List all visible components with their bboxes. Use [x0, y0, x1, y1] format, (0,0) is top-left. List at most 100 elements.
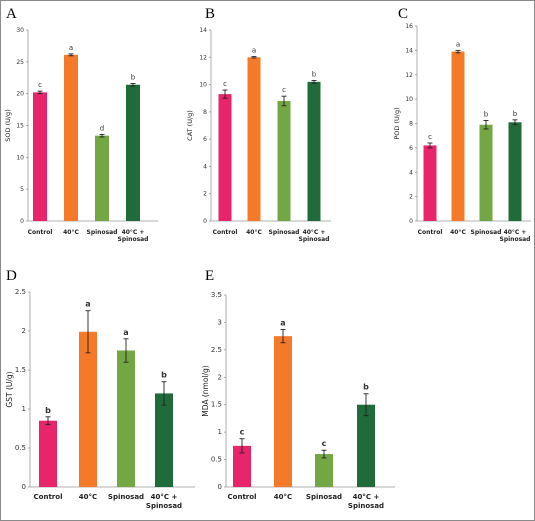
y-tick-label: 12	[199, 54, 207, 61]
y-tick-label: 10	[405, 96, 413, 103]
y-tick-label: 6	[409, 145, 413, 152]
bar-A-1	[33, 92, 47, 221]
y-tick-label: 1.5	[15, 366, 26, 374]
x-tick-label: Spinosad	[471, 229, 502, 236]
y-tick-label: 3.5	[211, 291, 222, 299]
y-tick-label: 12	[405, 72, 413, 79]
y-tick-label: 15	[16, 123, 24, 130]
panel-letter-C: C	[398, 6, 408, 22]
y-tick-label: 0	[20, 218, 24, 225]
bar-B-4	[307, 81, 321, 221]
significance-letter: b	[513, 110, 518, 118]
x-tick-label: Spinosad	[108, 493, 144, 501]
x-tick-label: 40°C	[63, 229, 79, 236]
y-tick-label: 4	[203, 163, 207, 170]
y-tick-label: 5	[20, 186, 24, 193]
significance-letter: b	[484, 110, 489, 118]
x-tick-label: Control	[213, 229, 238, 236]
x-tick-label: 40°C +	[122, 229, 145, 236]
y-tick-label: 25	[16, 59, 24, 66]
bar-A-3	[95, 135, 109, 221]
y-tick-label: 10	[199, 82, 207, 89]
x-tick-label: 40°C +	[151, 493, 178, 501]
x-tick-label: Spinosad	[87, 229, 118, 236]
bar-E-2	[274, 336, 292, 487]
panel-letter-A: A	[6, 6, 17, 22]
y-tick-label: 2	[218, 373, 222, 381]
bar-C-3	[479, 124, 493, 221]
y-axis-label: SOD (U/g)	[4, 109, 12, 141]
significance-letter: c	[240, 428, 245, 437]
y-tick-label: 14	[199, 27, 207, 34]
y-tick-label: 0	[22, 483, 26, 491]
y-tick-label: 2	[22, 327, 26, 335]
significance-letter: a	[85, 300, 90, 309]
y-tick-label: 3	[218, 318, 222, 326]
x-tick-label: 40°C	[79, 493, 97, 501]
y-tick-label: 16	[405, 23, 413, 30]
bar-D-4	[155, 393, 173, 487]
x-tick-label: 40°C	[246, 229, 262, 236]
y-axis-label: MDA (nmol/g)	[201, 365, 210, 417]
bar-D-1	[39, 420, 57, 487]
panel-letter-D: D	[6, 268, 17, 284]
y-axis-label: CAT (U/g)	[186, 110, 194, 141]
y-tick-label: 8	[409, 121, 413, 128]
significance-letter: d	[100, 124, 104, 132]
significance-letter: b	[161, 371, 167, 380]
bar-D-3	[117, 350, 135, 487]
bar-C-1	[423, 145, 437, 221]
y-tick-label: 2	[203, 191, 207, 198]
bar-C-2	[451, 51, 465, 221]
y-tick-label: 2.5	[15, 288, 26, 296]
y-tick-label: 30	[16, 27, 24, 34]
bar-C-4	[508, 122, 522, 221]
panel-letter-E: E	[205, 268, 214, 284]
y-tick-label: 1	[218, 428, 222, 436]
y-tick-label: 10	[16, 154, 24, 161]
significance-letter: a	[252, 47, 256, 55]
bar-E-1	[233, 445, 251, 487]
significance-letter: c	[428, 133, 432, 141]
y-tick-label: 0.5	[211, 456, 222, 464]
bar-B-1	[218, 94, 232, 221]
bar-E-3	[315, 454, 333, 487]
y-tick-label: 1.5	[211, 401, 222, 409]
y-tick-label: 14	[405, 47, 413, 54]
x-tick-label: 40°C +	[504, 229, 527, 236]
significance-letter: b	[363, 383, 369, 392]
y-tick-label: 2.5	[211, 346, 222, 354]
x-tick-label-line2: Spinosad	[500, 236, 531, 243]
y-tick-label: 20	[16, 91, 24, 98]
significance-letter: c	[223, 80, 227, 88]
x-tick-label-line2: Spinosad	[118, 236, 149, 243]
x-tick-label-line2: Spinosad	[146, 502, 182, 510]
bar-D-2	[79, 331, 97, 487]
significance-letter: c	[282, 86, 286, 94]
x-tick-label: Spinosad	[306, 493, 342, 501]
x-tick-label: Control	[228, 493, 257, 501]
significance-letter: a	[280, 319, 285, 328]
x-tick-label: Control	[28, 229, 53, 236]
significance-letter: c	[38, 81, 42, 89]
bar-B-3	[277, 100, 291, 221]
x-tick-label-line2: Spinosad	[348, 502, 384, 510]
y-tick-label: 0.5	[15, 444, 26, 452]
significance-letter: c	[322, 439, 327, 448]
significance-letter: b	[131, 73, 136, 81]
y-axis-label: GST (U/g)	[5, 371, 14, 407]
y-tick-label: 1	[22, 405, 26, 413]
bar-A-2	[64, 54, 78, 221]
x-tick-label: 40°C +	[303, 229, 326, 236]
significance-letter: a	[456, 40, 460, 48]
panel-letter-B: B	[205, 6, 215, 22]
x-tick-label: Control	[418, 229, 443, 236]
y-tick-label: 0	[203, 218, 207, 225]
y-axis-label: POD (U/g)	[393, 107, 401, 139]
x-tick-label: Control	[34, 493, 63, 501]
y-tick-label: 0	[218, 483, 222, 491]
y-tick-label: 8	[203, 109, 207, 116]
y-tick-label: 0	[409, 218, 413, 225]
significance-letter: b	[45, 406, 51, 415]
